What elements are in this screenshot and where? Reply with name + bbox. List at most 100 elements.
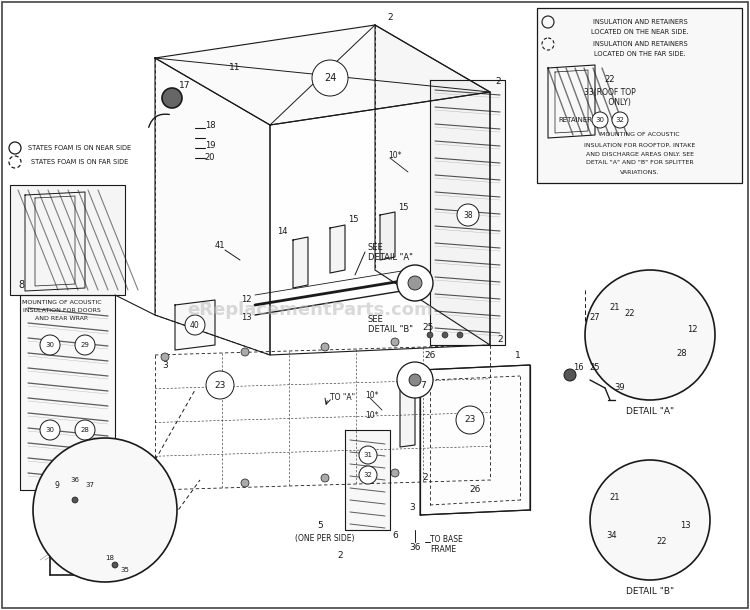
Text: 26: 26 [424,351,436,359]
Text: RETAINER: RETAINER [558,117,592,123]
Text: 16: 16 [573,364,584,373]
Text: 20: 20 [205,154,215,162]
Text: 15: 15 [398,204,409,212]
Bar [537,8,742,183]
Polygon shape [420,365,530,515]
Text: 13: 13 [242,314,252,323]
Circle shape [427,332,433,338]
Circle shape [161,484,169,492]
Text: 18: 18 [106,555,115,561]
Text: DETAIL "A": DETAIL "A" [626,407,674,417]
Circle shape [408,276,422,290]
Text: AND DISCHARGE AREAS ONLY. SEE: AND DISCHARGE AREAS ONLY. SEE [586,151,694,157]
Text: SEE: SEE [368,315,384,325]
Text: FRAME: FRAME [430,545,456,554]
Text: eReplacementParts.com: eReplacementParts.com [188,301,433,319]
Circle shape [40,335,60,355]
Text: 30: 30 [46,427,55,433]
Text: 19: 19 [205,140,215,149]
Text: 2: 2 [497,336,502,345]
Text: SEE: SEE [368,243,384,253]
Text: 29: 29 [80,342,89,348]
Text: 33(ROOF TOP: 33(ROOF TOP [584,87,636,96]
Text: 23: 23 [214,380,226,390]
Circle shape [592,112,608,128]
Text: AND REAR WRAP.: AND REAR WRAP. [35,315,88,320]
Circle shape [241,479,249,487]
Text: 32: 32 [616,117,625,123]
Polygon shape [35,196,75,286]
Text: ONLY): ONLY) [605,98,631,107]
Text: 40: 40 [190,320,200,329]
Text: DETAIL "B": DETAIL "B" [368,326,413,334]
Text: 22: 22 [604,76,615,85]
Text: 22: 22 [657,537,668,547]
Circle shape [612,112,628,128]
Circle shape [391,469,399,477]
Polygon shape [330,225,345,273]
Text: 1: 1 [515,351,520,359]
Text: LOCATED ON THE FAR SIDE.: LOCATED ON THE FAR SIDE. [594,51,686,57]
Text: 2: 2 [422,473,427,483]
Circle shape [241,348,249,356]
Text: 23: 23 [464,415,476,425]
Text: 28: 28 [676,348,687,357]
Text: 12: 12 [687,326,698,334]
Text: 11: 11 [230,63,241,73]
Text: INSULATION FOR ROOFTOP, INTAKE: INSULATION FOR ROOFTOP, INTAKE [584,143,696,148]
Text: 3: 3 [410,503,415,512]
Text: 41: 41 [214,240,225,249]
Polygon shape [400,383,415,447]
Text: 8: 8 [18,280,24,290]
Text: 23: 23 [464,415,476,425]
Circle shape [585,270,715,400]
Text: VARIATIONS.: VARIATIONS. [620,170,660,174]
Text: 17: 17 [179,81,190,90]
Circle shape [409,374,421,386]
Text: 12: 12 [242,295,252,304]
Text: 28: 28 [80,427,89,433]
Polygon shape [155,58,270,355]
Text: MOUNTING OF ACOUSTIC: MOUNTING OF ACOUSTIC [600,132,680,137]
Circle shape [397,265,433,301]
Text: 2: 2 [387,13,393,23]
Polygon shape [375,25,490,345]
Text: 13: 13 [680,520,690,529]
Circle shape [206,371,234,399]
Circle shape [75,335,95,355]
Text: STATES FOAM IS ON FAR SIDE: STATES FOAM IS ON FAR SIDE [32,159,129,165]
Circle shape [564,369,576,381]
Circle shape [442,332,448,338]
Text: 30: 30 [46,342,55,348]
Polygon shape [600,512,628,528]
Text: 31: 31 [364,452,373,458]
Circle shape [75,420,95,440]
Text: 5: 5 [317,520,322,529]
Text: DETAIL "B": DETAIL "B" [626,587,674,597]
Text: 23: 23 [214,381,226,390]
Text: 32: 32 [364,472,373,478]
Circle shape [359,466,377,484]
Circle shape [590,460,710,580]
Circle shape [72,497,78,503]
Polygon shape [655,316,702,350]
Text: 21: 21 [610,303,620,312]
Text: 36: 36 [410,544,421,553]
Text: TO "A": TO "A" [330,393,356,403]
Text: 7: 7 [420,381,426,390]
Circle shape [321,343,329,351]
Text: 36: 36 [70,477,80,483]
Text: 25: 25 [422,323,433,332]
Text: MOUNTING OF ACOUSTIC: MOUNTING OF ACOUSTIC [22,300,102,304]
Text: 39: 39 [615,384,626,392]
Text: 38: 38 [464,210,472,220]
Text: LOCATED ON THE NEAR SIDE.: LOCATED ON THE NEAR SIDE. [591,29,688,35]
Text: 26: 26 [470,486,481,495]
Circle shape [391,338,399,346]
Circle shape [112,562,118,568]
Circle shape [161,353,169,361]
Polygon shape [380,212,395,260]
Text: TO BASE: TO BASE [430,536,463,545]
Text: 10*: 10* [365,390,379,400]
Circle shape [457,204,479,226]
